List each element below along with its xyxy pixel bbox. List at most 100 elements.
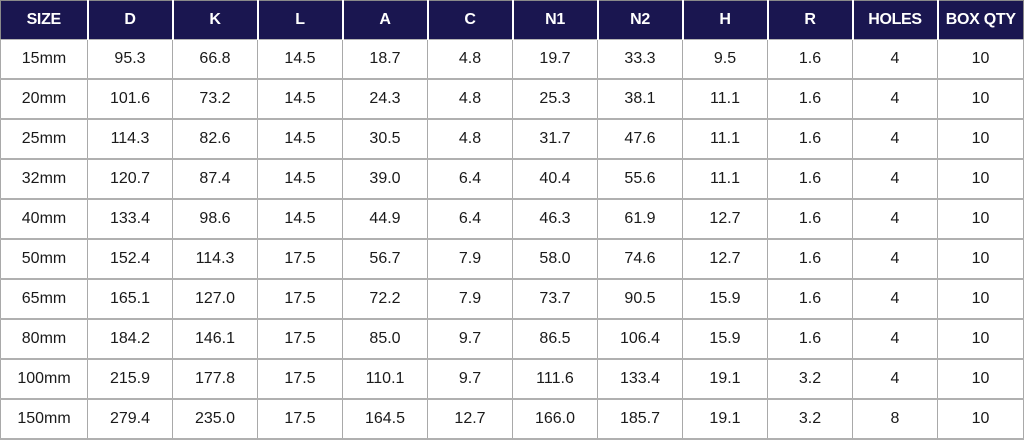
table-cell: 12.7 [427, 398, 513, 440]
table-cell: 177.8 [172, 358, 258, 400]
table-cell: 98.6 [172, 198, 258, 240]
table-cell: 85.0 [342, 318, 428, 360]
table-row: 40mm 133.4 98.6 14.5 44.9 6.4 46.3 61.9 12.7 1.6 4… [0, 198, 1024, 240]
table-cell: 32mm [0, 158, 88, 200]
table-cell: 90.5 [597, 278, 683, 320]
table-cell: 15.9 [682, 278, 768, 320]
table-cell: 14.5 [257, 198, 343, 240]
table-cell: 150mm [0, 398, 88, 440]
table-cell: 4.8 [427, 39, 513, 80]
table-row: 32mm 120.7 87.4 14.5 39.0 6.4 40.4 55.6 11.1 1.6 4… [0, 158, 1024, 200]
table-cell: 4 [852, 158, 938, 200]
table-cell: 30.5 [342, 118, 428, 160]
table-cell: 100mm [0, 358, 88, 400]
table-cell: 114.3 [172, 238, 258, 280]
table-cell: 47.6 [597, 118, 683, 160]
table-cell: 3.2 [767, 398, 853, 440]
column-header-box-qty: BOX QTY [937, 0, 1024, 40]
table-cell: 1.6 [767, 278, 853, 320]
table-cell: 165.1 [87, 278, 173, 320]
table-row: 150mm 279.4 235.0 17.5 164.5 12.7 166.0 185.7 19… [0, 398, 1024, 440]
table-cell: 61.9 [597, 198, 683, 240]
table-row: 25mm 114.3 82.6 14.5 30.5 4.8 31.7 47.6 11.1 1.6 4… [0, 118, 1024, 160]
column-header-size: SIZE [0, 0, 89, 40]
column-header-n1: N1 [512, 0, 599, 40]
table-cell: 12.7 [682, 238, 768, 280]
table-cell: 106.4 [597, 318, 683, 360]
table-cell: 4 [852, 39, 938, 80]
table-cell: 4 [852, 78, 938, 120]
table-cell: 4 [852, 318, 938, 360]
table-cell: 17.5 [257, 278, 343, 320]
table-cell: 133.4 [87, 198, 173, 240]
table-cell: 114.3 [87, 118, 173, 160]
table-row: 20mm 101.6 73.2 14.5 24.3 4.8 25.3 38.1 11.1 1.6 4… [0, 78, 1024, 120]
table-cell: 31.7 [512, 118, 598, 160]
table-cell: 279.4 [87, 398, 173, 440]
table-row: 100mm 215.9 177.8 17.5 110.1 9.7 111.6 133.4 19.… [0, 358, 1024, 400]
table-cell: 15.9 [682, 318, 768, 360]
table-cell: 33.3 [597, 39, 683, 80]
table-cell: 4 [852, 358, 938, 400]
table-cell: 101.6 [87, 78, 173, 120]
table-row: 65mm 165.1 127.0 17.5 72.2 7.9 73.7 90.5 15.9 1.6… [0, 278, 1024, 320]
table-cell: 15mm [0, 39, 88, 80]
column-header-k: K [172, 0, 259, 40]
table-cell: 73.2 [172, 78, 258, 120]
table-cell: 164.5 [342, 398, 428, 440]
table-cell: 9.7 [427, 318, 513, 360]
table-cell: 17.5 [257, 238, 343, 280]
table-cell: 19.1 [682, 398, 768, 440]
table-cell: 6.4 [427, 158, 513, 200]
table-cell: 73.7 [512, 278, 598, 320]
table-cell: 9.7 [427, 358, 513, 400]
table-cell: 10 [937, 358, 1024, 400]
column-header-r: R [767, 0, 854, 40]
table-cell: 10 [937, 39, 1024, 80]
table-cell: 18.7 [342, 39, 428, 80]
table-cell: 40.4 [512, 158, 598, 200]
table-cell: 39.0 [342, 158, 428, 200]
column-header-a: A [342, 0, 429, 40]
table-cell: 1.6 [767, 39, 853, 80]
table-cell: 133.4 [597, 358, 683, 400]
table-body: 15mm 95.3 66.8 14.5 18.7 4.8 19.7 33.3 9.5 1.6 4 10… [0, 39, 1024, 440]
table-cell: 24.3 [342, 78, 428, 120]
table-cell: 11.1 [682, 118, 768, 160]
table-cell: 215.9 [87, 358, 173, 400]
table-cell: 72.2 [342, 278, 428, 320]
table-cell: 25.3 [512, 78, 598, 120]
table-cell: 1.6 [767, 198, 853, 240]
table-cell: 1.6 [767, 318, 853, 360]
table-cell: 12.7 [682, 198, 768, 240]
table-cell: 1.6 [767, 118, 853, 160]
table-cell: 4 [852, 198, 938, 240]
table-cell: 9.5 [682, 39, 768, 80]
table-cell: 184.2 [87, 318, 173, 360]
table-cell: 4 [852, 278, 938, 320]
table-cell: 7.9 [427, 238, 513, 280]
table-cell: 65mm [0, 278, 88, 320]
table-cell: 19.1 [682, 358, 768, 400]
table-cell: 4.8 [427, 118, 513, 160]
table-cell: 87.4 [172, 158, 258, 200]
table-cell: 14.5 [257, 39, 343, 80]
table-cell: 11.1 [682, 78, 768, 120]
table-cell: 17.5 [257, 398, 343, 440]
table-cell: 10 [937, 238, 1024, 280]
table-cell: 110.1 [342, 358, 428, 400]
table-cell: 19.7 [512, 39, 598, 80]
table-cell: 1.6 [767, 78, 853, 120]
column-header-l: L [257, 0, 344, 40]
table-cell: 50mm [0, 238, 88, 280]
table-cell: 185.7 [597, 398, 683, 440]
table-cell: 10 [937, 158, 1024, 200]
table-cell: 1.6 [767, 238, 853, 280]
table-cell: 55.6 [597, 158, 683, 200]
table-cell: 74.6 [597, 238, 683, 280]
table-cell: 111.6 [512, 358, 598, 400]
table-cell: 44.9 [342, 198, 428, 240]
table-row: 50mm 152.4 114.3 17.5 56.7 7.9 58.0 74.6 12.7 1.6… [0, 238, 1024, 280]
table-cell: 4 [852, 238, 938, 280]
